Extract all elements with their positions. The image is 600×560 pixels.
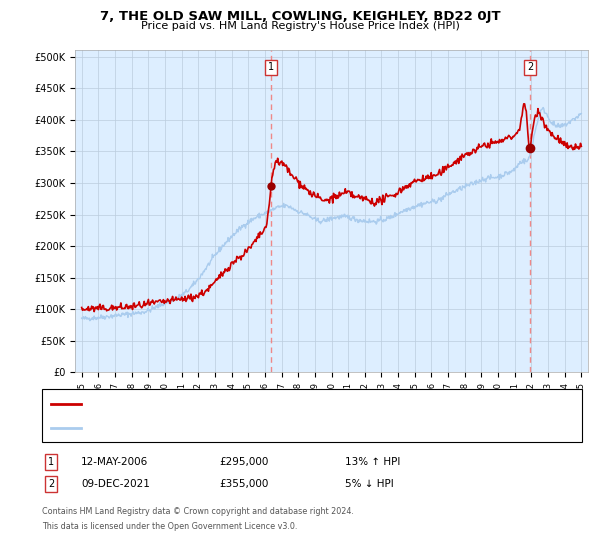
Text: HPI: Average price, detached house, North Yorkshire: HPI: Average price, detached house, Nort… [87, 422, 343, 432]
Text: 12-MAY-2006: 12-MAY-2006 [81, 457, 148, 467]
Text: 1: 1 [48, 457, 54, 467]
Text: 13% ↑ HPI: 13% ↑ HPI [345, 457, 400, 467]
Text: £295,000: £295,000 [219, 457, 268, 467]
Text: 2: 2 [48, 479, 54, 489]
Text: 7, THE OLD SAW MILL, COWLING, KEIGHLEY, BD22 0JT: 7, THE OLD SAW MILL, COWLING, KEIGHLEY, … [100, 10, 500, 23]
Text: 09-DEC-2021: 09-DEC-2021 [81, 479, 150, 489]
Text: This data is licensed under the Open Government Licence v3.0.: This data is licensed under the Open Gov… [42, 522, 298, 531]
Text: 7, THE OLD SAW MILL, COWLING, KEIGHLEY, BD22 0JT (detached house): 7, THE OLD SAW MILL, COWLING, KEIGHLEY, … [87, 399, 441, 409]
Text: Price paid vs. HM Land Registry's House Price Index (HPI): Price paid vs. HM Land Registry's House … [140, 21, 460, 31]
Text: 1: 1 [268, 63, 274, 72]
Text: 2: 2 [527, 63, 533, 72]
Text: Contains HM Land Registry data © Crown copyright and database right 2024.: Contains HM Land Registry data © Crown c… [42, 507, 354, 516]
Text: £355,000: £355,000 [219, 479, 268, 489]
Text: 5% ↓ HPI: 5% ↓ HPI [345, 479, 394, 489]
